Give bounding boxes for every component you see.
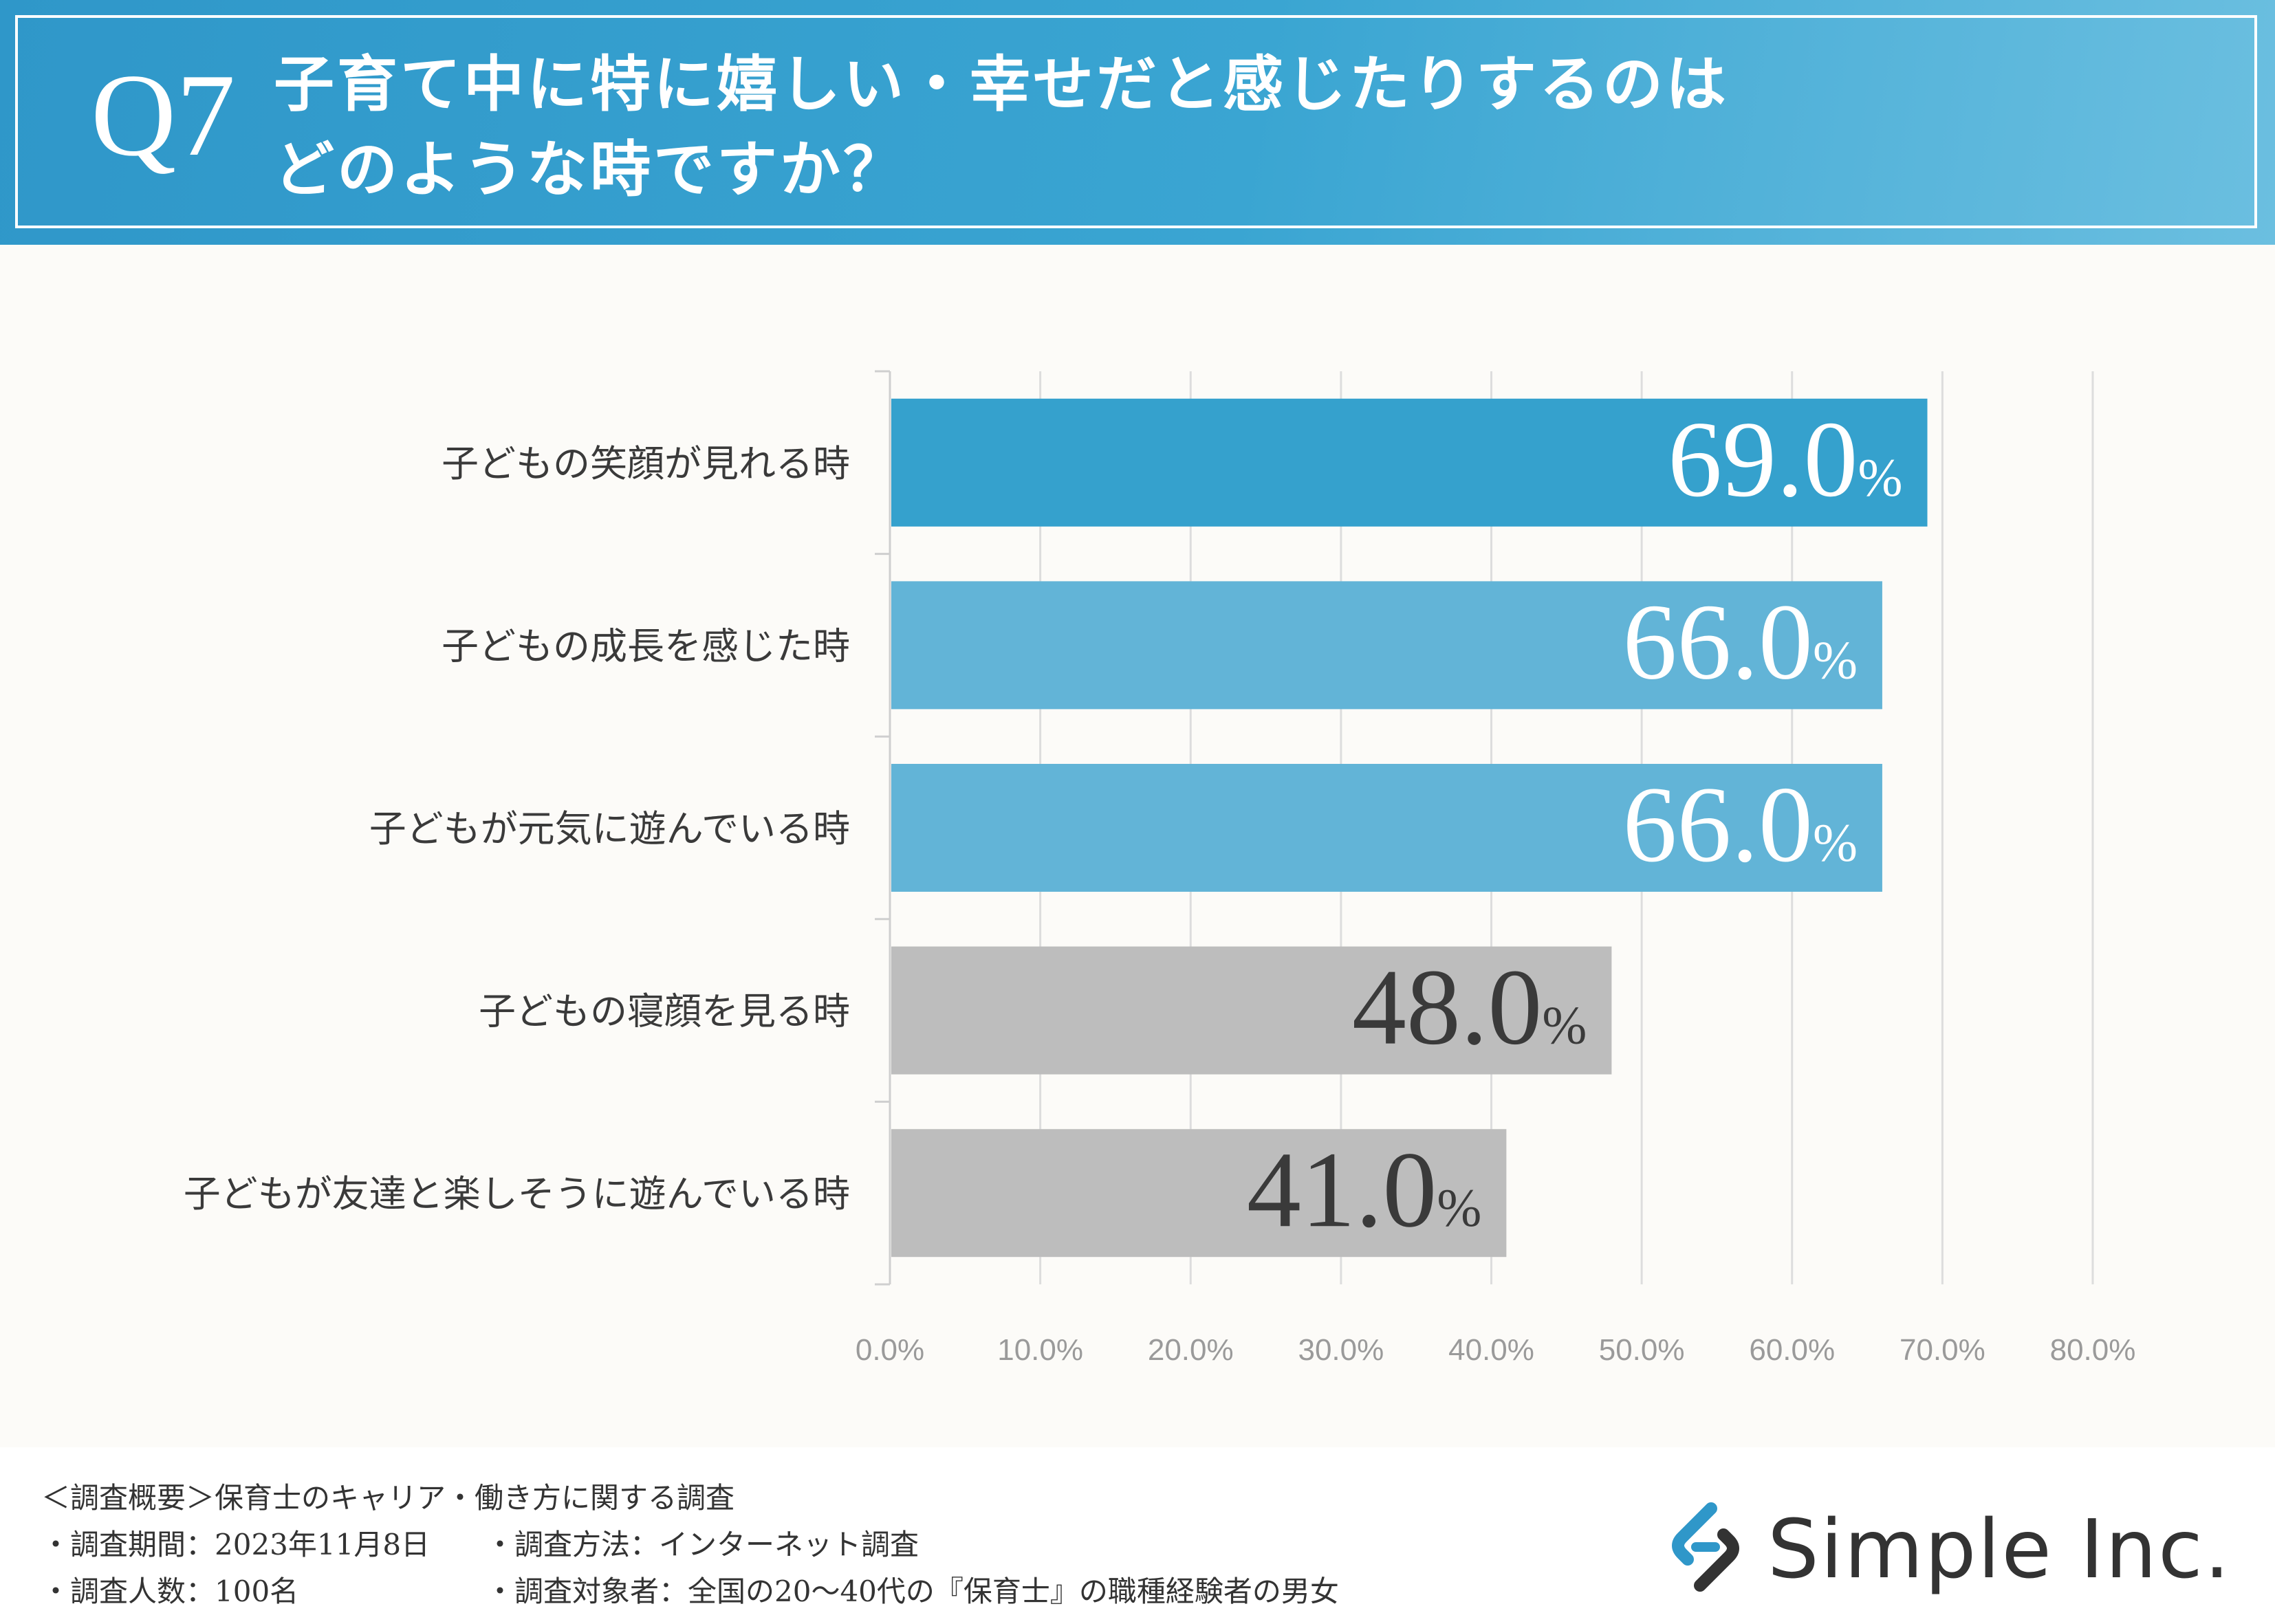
- bar-value-number: 48.0: [1352, 947, 1543, 1068]
- category-label: 子どもの寝顔を見る時: [479, 990, 850, 1033]
- category-label: 子どもの笑顔が見れる時: [442, 442, 850, 485]
- bar-value-label: 66.0%: [1622, 765, 1857, 885]
- bar-value-number: 41.0: [1247, 1130, 1437, 1250]
- question-title-line-2: どのような時ですか？: [274, 133, 907, 205]
- survey-row-2: ・調査人数：100名 ・調査対象者：全国の20～40代の『保育士』の職種経験者の…: [41, 1568, 1339, 1615]
- question-title-line-1: 子育て中に特に嬉しい・幸せだと感じたりするのは: [274, 48, 1730, 120]
- survey-count: ・調査人数：100名: [41, 1574, 299, 1608]
- survey-overview-title: ＜調査概要＞保育士のキャリア・働き方に関する調査: [41, 1481, 735, 1515]
- company-name: Simple Inc.: [1767, 1502, 2232, 1596]
- category-label: 子どもの成長を感じた時: [442, 624, 850, 668]
- bar-value-label: 48.0%: [1352, 947, 1587, 1068]
- x-tick-label: 40.0%: [1448, 1333, 1534, 1367]
- bar: [891, 398, 1928, 527]
- bar-value-label: 41.0%: [1247, 1130, 1481, 1250]
- x-tick-label: 10.0%: [997, 1333, 1083, 1367]
- category-label: 子どもが友達と楽しそうに遊んでいる時: [184, 1172, 850, 1216]
- survey-period: ・調査期間：2023年11月8日: [41, 1528, 431, 1561]
- bar-value-unit: %: [1813, 630, 1858, 690]
- bar-value-unit: %: [1813, 813, 1858, 873]
- x-tick-label: 20.0%: [1148, 1333, 1234, 1367]
- x-tick-label: 70.0%: [1900, 1333, 1985, 1367]
- bar-value-number: 66.0: [1622, 765, 1813, 885]
- chain-link-s-icon: [1672, 1502, 1739, 1592]
- question-number: Q7: [91, 50, 236, 181]
- bar-value-unit: %: [1542, 996, 1587, 1055]
- x-tick-label: 30.0%: [1298, 1333, 1384, 1367]
- bar-value-number: 69.0: [1668, 399, 1858, 520]
- company-logo: Simple Inc.: [1657, 1499, 2242, 1596]
- x-tick-label: 80.0%: [2050, 1333, 2136, 1367]
- bar: [891, 764, 1882, 892]
- survey-target: ・調査対象者：全国の20～40代の『保育士』の職種経験者の男女: [486, 1574, 1339, 1608]
- bar-value-label: 69.0%: [1668, 399, 1902, 520]
- bar-value-number: 66.0: [1622, 582, 1813, 702]
- header-frame: [15, 15, 2257, 228]
- bar-value-unit: %: [1858, 448, 1903, 507]
- survey-method: ・調査方法：インターネット調査: [486, 1528, 919, 1561]
- survey-row-1: ・調査期間：2023年11月8日 ・調査方法：インターネット調査: [41, 1522, 919, 1568]
- bar: [891, 1129, 1507, 1258]
- bar-value-label: 66.0%: [1622, 582, 1857, 702]
- bar: [891, 581, 1882, 710]
- x-tick-label: 50.0%: [1599, 1333, 1685, 1367]
- bar: [891, 946, 1612, 1075]
- x-tick-label: 0.0%: [856, 1333, 924, 1367]
- question-header: Q7 子育て中に特に嬉しい・幸せだと感じたりするのは どのような時ですか？: [0, 0, 2275, 245]
- category-label: 子どもが元気に遊んでいる時: [369, 807, 850, 851]
- bar-chart: 69.0% 子どもの笑顔が見れる時 66.0% 子どもの成長を感じた時 66.0% 子ども…: [184, 370, 2136, 1367]
- bar-value-unit: %: [1437, 1178, 1481, 1238]
- footer: [0, 1447, 2275, 1624]
- x-tick-label: 60.0%: [1749, 1333, 1835, 1367]
- question-title: 子育て中に特に嬉しい・幸せだと感じたりするのは どのような時ですか？: [274, 41, 1729, 212]
- survey-overview: ＜調査概要＞保育士のキャリア・働き方に関する調査 ・調査期間：2023年11月8…: [41, 1475, 1339, 1615]
